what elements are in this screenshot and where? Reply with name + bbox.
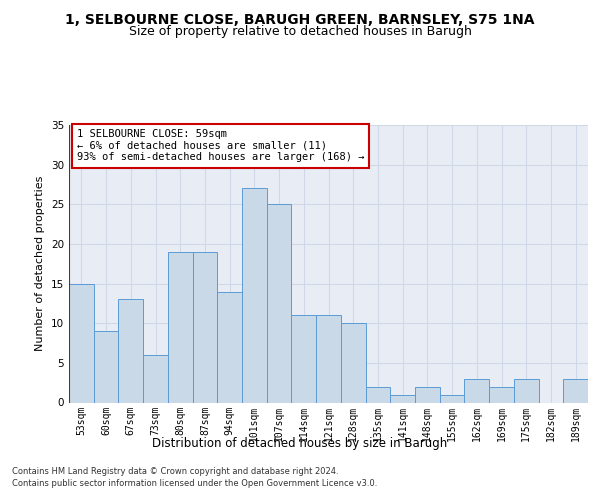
Text: Distribution of detached houses by size in Barugh: Distribution of detached houses by size … [152,438,448,450]
Bar [242,188,267,402]
Text: Contains HM Land Registry data © Crown copyright and database right 2024.: Contains HM Land Registry data © Crown c… [12,468,338,476]
Text: 1, SELBOURNE CLOSE, BARUGH GREEN, BARNSLEY, S75 1NA: 1, SELBOURNE CLOSE, BARUGH GREEN, BARNSL… [65,12,535,26]
Bar [69,284,94,403]
Bar [563,378,588,402]
Bar [94,331,118,402]
Bar [193,252,217,402]
Bar [118,300,143,403]
Bar [292,316,316,402]
Bar [341,323,365,402]
Bar [316,316,341,402]
Y-axis label: Number of detached properties: Number of detached properties [35,176,46,352]
Bar [365,386,390,402]
Bar [143,355,168,403]
Text: Contains public sector information licensed under the Open Government Licence v3: Contains public sector information licen… [12,479,377,488]
Bar [440,394,464,402]
Bar [415,386,440,402]
Text: Size of property relative to detached houses in Barugh: Size of property relative to detached ho… [128,25,472,38]
Bar [217,292,242,403]
Bar [464,378,489,402]
Bar [514,378,539,402]
Bar [168,252,193,402]
Bar [390,394,415,402]
Text: 1 SELBOURNE CLOSE: 59sqm
← 6% of detached houses are smaller (11)
93% of semi-de: 1 SELBOURNE CLOSE: 59sqm ← 6% of detache… [77,129,364,162]
Bar [489,386,514,402]
Bar [267,204,292,402]
